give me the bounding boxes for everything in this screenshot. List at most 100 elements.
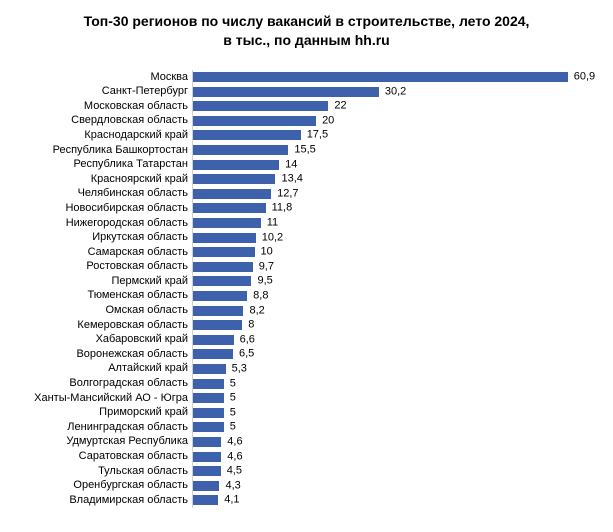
bar-row: Москва60,9 bbox=[20, 70, 593, 85]
bar-track: 15,5 bbox=[192, 143, 593, 158]
value-label: 30,2 bbox=[379, 86, 406, 97]
bar bbox=[193, 437, 221, 447]
bar bbox=[193, 481, 219, 491]
chart-title: Топ-30 регионов по числу вакансий в стро… bbox=[20, 12, 593, 50]
bar-track: 30,2 bbox=[192, 84, 593, 99]
bar-row: Ханты-Мансийский АО - Югра 5 bbox=[20, 391, 593, 406]
category-label: Самарская область bbox=[20, 247, 192, 258]
value-label: 20 bbox=[316, 115, 334, 126]
bar bbox=[193, 189, 271, 199]
value-label: 5 bbox=[224, 407, 236, 418]
value-label: 8,8 bbox=[247, 290, 268, 301]
bar bbox=[193, 145, 288, 155]
bar-track: 5 bbox=[192, 391, 593, 406]
category-label: Свердловская область bbox=[20, 115, 192, 126]
bar-row: Удмуртская Республика4,6 bbox=[20, 435, 593, 450]
category-label: Красноярский край bbox=[20, 174, 192, 185]
category-label: Хабаровский край bbox=[20, 334, 192, 345]
category-label: Тюменская область bbox=[20, 290, 192, 301]
bar bbox=[193, 495, 218, 505]
bar-row: Приморский край5 bbox=[20, 405, 593, 420]
bar-track: 5,3 bbox=[192, 362, 593, 377]
value-label: 4,1 bbox=[218, 495, 239, 506]
value-label: 5 bbox=[224, 378, 236, 389]
bar bbox=[193, 218, 261, 228]
bar-row: Красноярский край 13,4 bbox=[20, 172, 593, 187]
value-label: 12,7 bbox=[271, 188, 298, 199]
bar-row: Ленинградская область 5 bbox=[20, 420, 593, 435]
value-label: 22 bbox=[328, 101, 346, 112]
category-label: Республика Башкортостан bbox=[20, 145, 192, 156]
bar-track: 17,5 bbox=[192, 128, 593, 143]
bar bbox=[193, 116, 316, 126]
bar bbox=[193, 320, 242, 330]
bar bbox=[193, 101, 328, 111]
bar-row: Волгоградская область 5 bbox=[20, 376, 593, 391]
bar-track: 4,6 bbox=[192, 435, 593, 450]
bar-track: 5 bbox=[192, 376, 593, 391]
category-label: Санкт-Петербург bbox=[20, 86, 192, 97]
bar-track: 4,1 bbox=[192, 493, 593, 508]
bar bbox=[193, 408, 224, 418]
bar-row: Республика Башкортостан 15,5 bbox=[20, 143, 593, 158]
bar-row: Тульская область4,5 bbox=[20, 464, 593, 479]
category-label: Иркутская область bbox=[20, 232, 192, 243]
category-label: Омская область bbox=[20, 305, 192, 316]
bar-track: 9,5 bbox=[192, 274, 593, 289]
value-label: 13,4 bbox=[275, 174, 302, 185]
bar-row: Кемеровская область 8 bbox=[20, 318, 593, 333]
bar bbox=[193, 291, 247, 301]
bar-row: Владимирская область 4,1 bbox=[20, 493, 593, 508]
bar bbox=[193, 72, 568, 82]
category-label: Ростовская область bbox=[20, 261, 192, 272]
bar-track: 9,7 bbox=[192, 260, 593, 275]
value-label: 5,3 bbox=[226, 363, 247, 374]
value-label: 15,5 bbox=[288, 145, 315, 156]
value-label: 6,5 bbox=[233, 349, 254, 360]
value-label: 4,5 bbox=[221, 466, 242, 477]
bar bbox=[193, 130, 301, 140]
category-label: Владимирская область bbox=[20, 495, 192, 506]
bar-track: 8,8 bbox=[192, 289, 593, 304]
bar-track: 20 bbox=[192, 114, 593, 129]
bar-row: Новосибирская область11,8 bbox=[20, 201, 593, 216]
bar-track: 4,5 bbox=[192, 464, 593, 479]
bar-track: 10,2 bbox=[192, 230, 593, 245]
bar-track: 12,7 bbox=[192, 187, 593, 202]
bar-row: Ростовская область 9,7 bbox=[20, 260, 593, 275]
bar-track: 4,6 bbox=[192, 449, 593, 464]
category-label: Челябинская область bbox=[20, 188, 192, 199]
category-label: Пермский край bbox=[20, 276, 192, 287]
category-label: Ханты-Мансийский АО - Югра bbox=[20, 393, 192, 404]
value-label: 10,2 bbox=[256, 232, 283, 243]
bar bbox=[193, 306, 243, 316]
value-label: 5 bbox=[224, 393, 236, 404]
bar-row: Санкт-Петербург 30,2 bbox=[20, 84, 593, 99]
bar-row: Челябинская область 12,7 bbox=[20, 187, 593, 202]
value-label: 9,7 bbox=[253, 261, 274, 272]
bar bbox=[193, 276, 251, 286]
category-label: Москва bbox=[20, 72, 192, 83]
category-label: Кемеровская область bbox=[20, 320, 192, 331]
bar bbox=[193, 247, 255, 257]
bar-row: Самарская область 10 bbox=[20, 245, 593, 260]
bar-row: Республика Татарстан14 bbox=[20, 157, 593, 172]
bar-row: Хабаровский край6,6 bbox=[20, 332, 593, 347]
bar-chart: Топ-30 регионов по числу вакансий в стро… bbox=[0, 0, 613, 532]
bar-track: 60,9 bbox=[192, 70, 593, 85]
bar bbox=[193, 335, 234, 345]
bar-row: Омская область8,2 bbox=[20, 303, 593, 318]
category-label: Ленинградская область bbox=[20, 422, 192, 433]
category-label: Волгоградская область bbox=[20, 378, 192, 389]
value-label: 10 bbox=[255, 247, 273, 258]
category-label: Новосибирская область bbox=[20, 203, 192, 214]
category-label: Саратовская область bbox=[20, 451, 192, 462]
value-label: 4,6 bbox=[221, 451, 242, 462]
value-label: 4,3 bbox=[219, 480, 240, 491]
bar-row: Краснодарский край17,5 bbox=[20, 128, 593, 143]
bar-track: 4,3 bbox=[192, 478, 593, 493]
bar-row: Пермский край9,5 bbox=[20, 274, 593, 289]
value-label: 8 bbox=[242, 320, 254, 331]
bar-track: 14 bbox=[192, 157, 593, 172]
value-label: 5 bbox=[224, 422, 236, 433]
